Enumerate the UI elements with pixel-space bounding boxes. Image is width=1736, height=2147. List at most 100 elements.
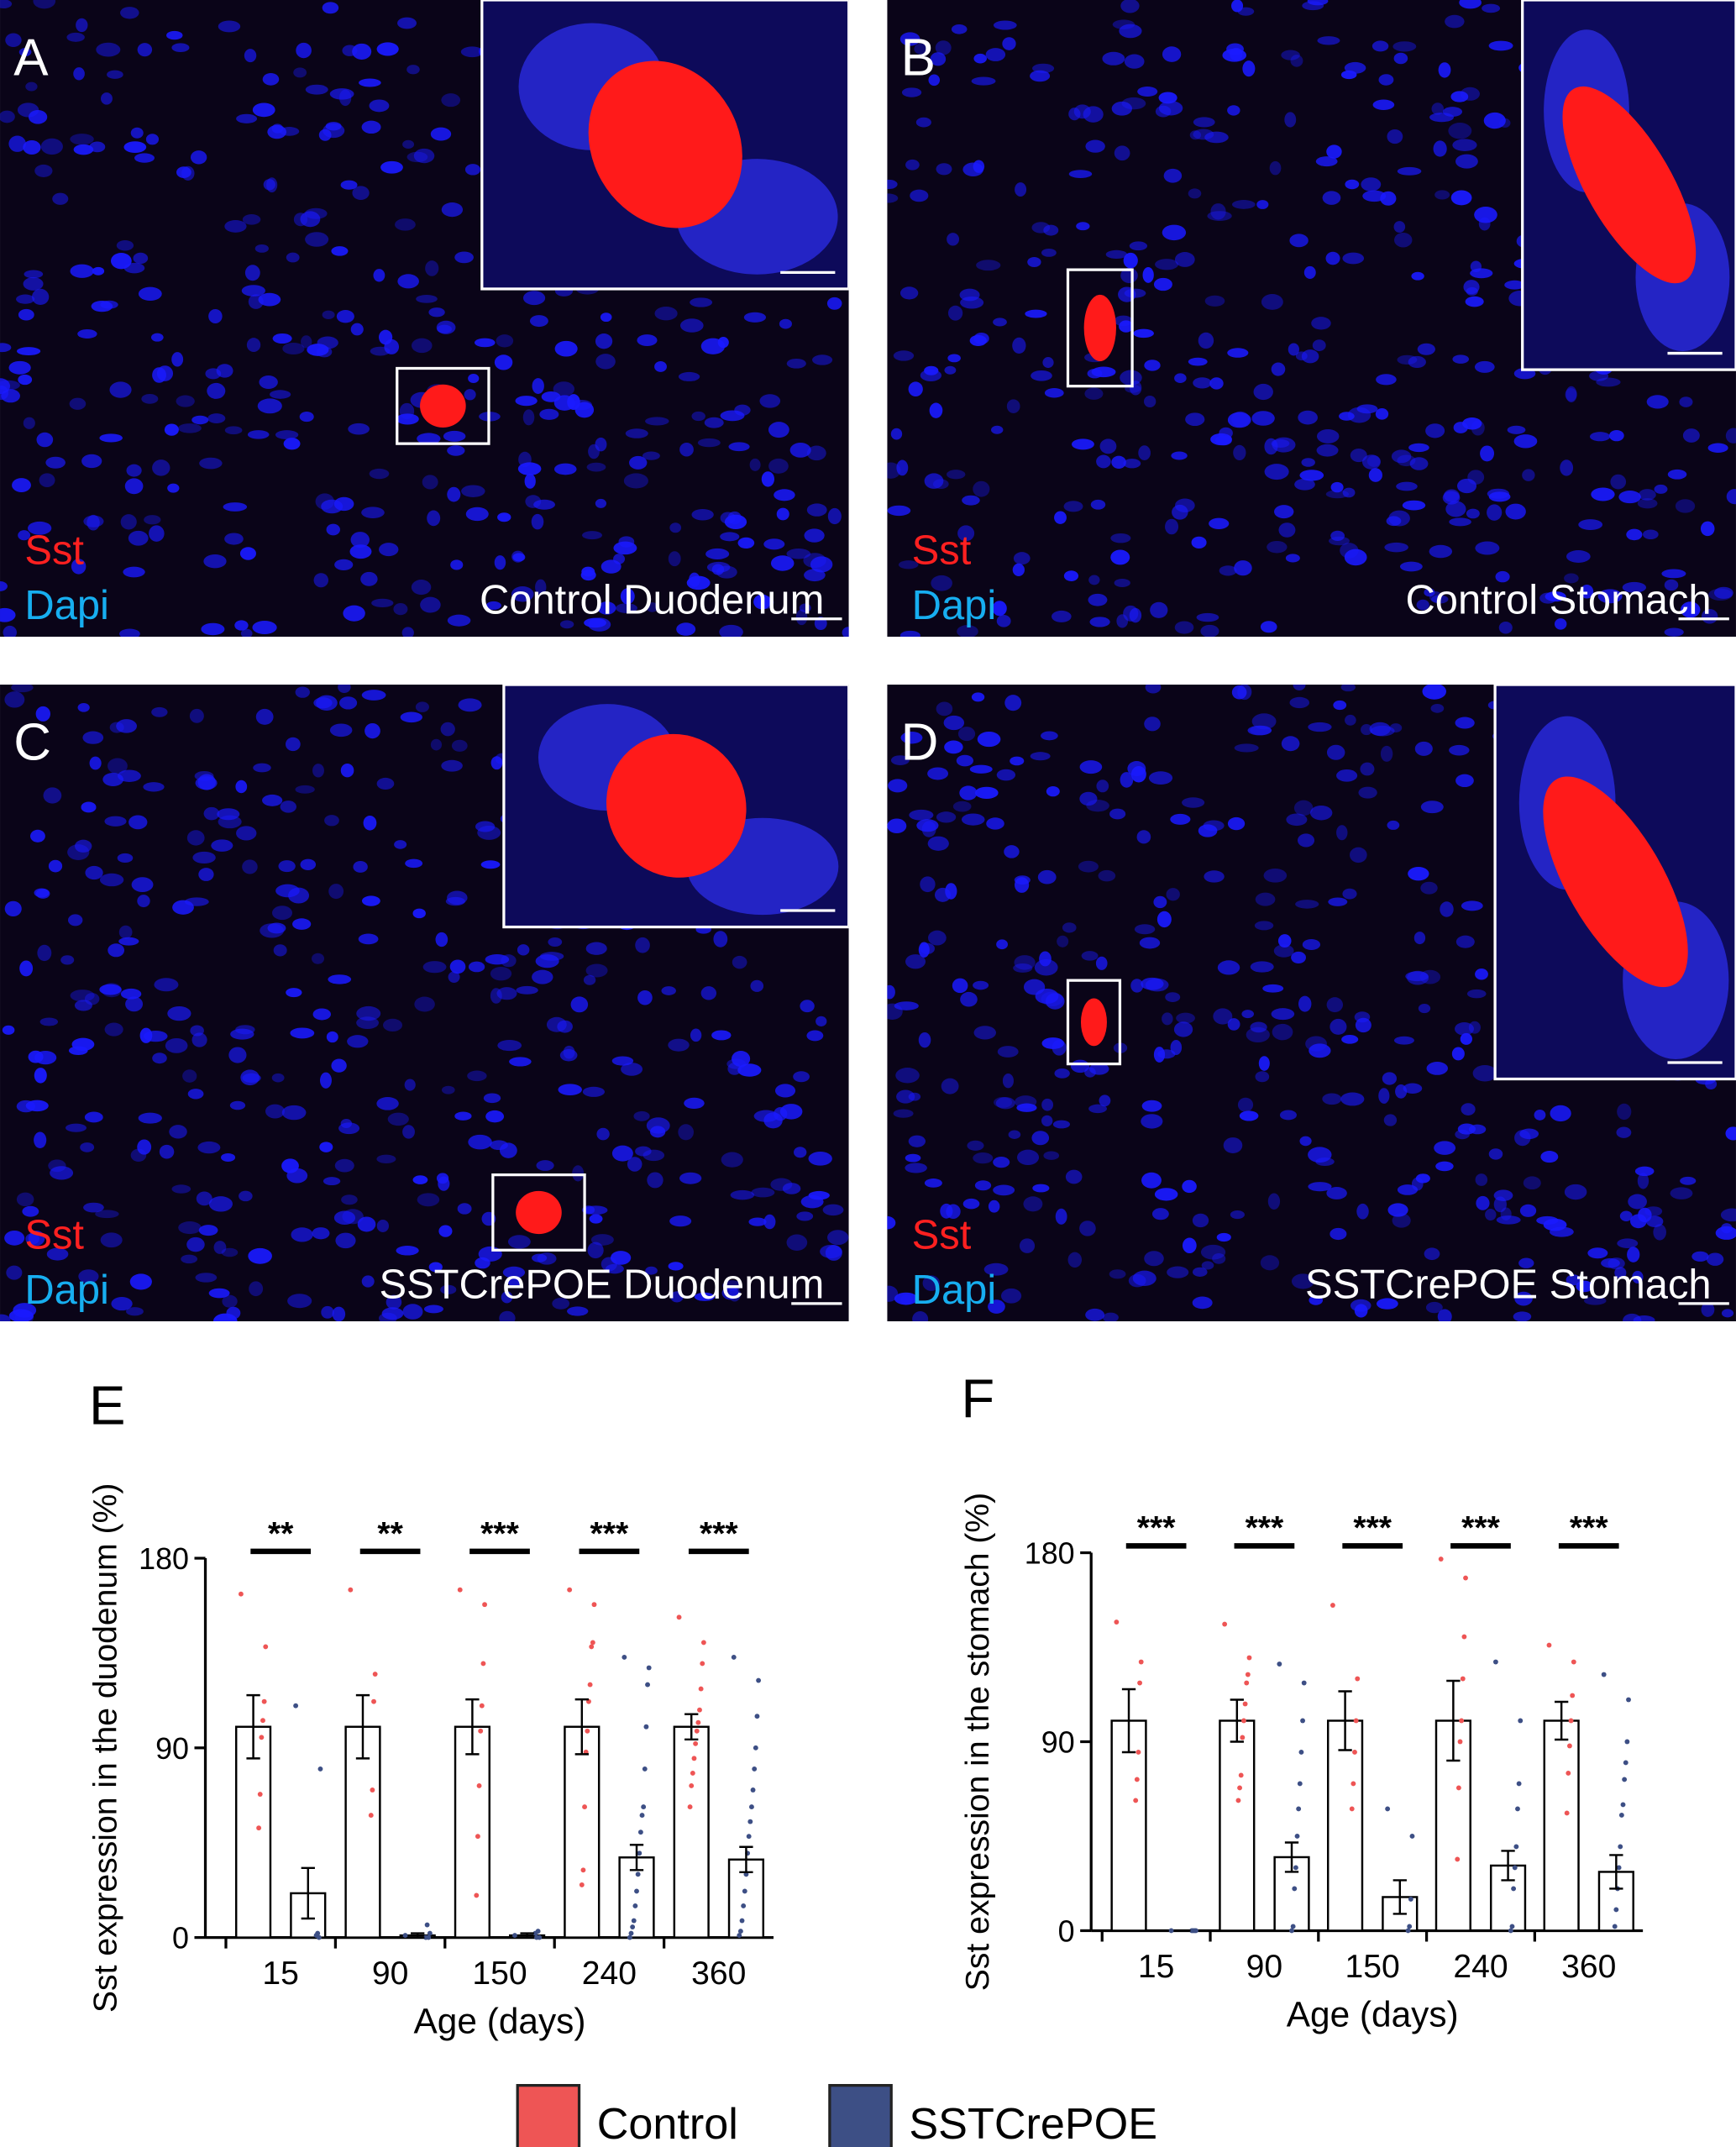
nucleus [360,571,378,586]
nucleus [454,1111,472,1121]
nucleus [928,74,941,87]
nucleus [8,360,31,375]
nucleus [1044,388,1064,398]
nucleus [332,1306,346,1322]
nucleus [1062,922,1077,933]
error-bar [1338,1690,1352,1751]
nucleus [887,818,907,834]
nucleus [334,559,354,570]
data-point [1407,1924,1413,1929]
data-point [1463,1575,1468,1581]
nucleus [236,113,258,123]
nucleus [1402,500,1426,511]
data-point [474,1892,480,1898]
nucleus [1587,1247,1608,1259]
nucleus [71,559,87,575]
nucleus [1209,377,1224,390]
data-point [590,1640,595,1646]
error-bar [629,1843,644,1871]
nucleus [996,939,1009,950]
nucleus [1475,541,1500,555]
nucleus [1015,1095,1037,1109]
data-point [1137,1680,1143,1686]
nucleus [286,1168,308,1184]
nucleus [1167,1266,1189,1278]
nucleus [76,18,88,33]
nucleus [1222,48,1247,62]
nucleus [554,340,578,357]
nucleus [611,1145,633,1162]
data-point [1355,1676,1361,1682]
nucleus [222,1294,238,1308]
nucleus [1043,1151,1060,1160]
nucleus [1653,1224,1666,1241]
nucleus [1065,1169,1083,1184]
nucleus [420,596,441,613]
micrograph: C Sst Dapi SSTCrePOE Duodenum [0,685,849,1322]
nucleus [184,897,209,906]
nucleus [262,73,280,86]
data-point [754,1714,760,1719]
data-point [1290,1924,1296,1929]
nucleus [1261,293,1283,310]
nucleus [143,782,165,792]
nucleus [271,906,293,921]
nucleus [1496,1215,1521,1225]
nucleus [1303,265,1316,279]
nucleus [480,860,501,869]
nucleus [290,1027,315,1039]
nucleus [1361,177,1382,192]
nucleus [1030,752,1051,761]
nucleus [1311,317,1331,330]
nucleus [704,417,724,428]
data-point [256,1825,262,1831]
nucleus [1025,309,1047,318]
chart: F Sst expression in the stomach (%) Age (d… [960,1367,1644,2034]
nucleus [936,163,952,176]
nucleus [588,444,600,459]
nucleus [447,890,468,906]
nucleus [501,1291,513,1304]
nucleus [1504,280,1525,290]
nucleus [126,464,142,477]
nucleus [458,698,482,712]
error-bar [465,1698,480,1756]
nucleus [808,1152,832,1166]
zoom-box [1066,268,1134,388]
nucleus [749,458,761,471]
nucleus [947,233,960,246]
nucleus [1308,1182,1332,1192]
nucleus [25,81,38,92]
nucleus [82,731,104,744]
nucleus [1192,1296,1213,1310]
nucleus [1713,586,1733,599]
nucleus [1431,102,1445,115]
nucleus [99,433,123,443]
nucleus [1109,1269,1126,1279]
nucleus [11,685,34,693]
nucleus [1273,944,1294,958]
nucleus [721,1286,739,1300]
nucleus [99,873,124,887]
nucleus [1317,36,1340,45]
chart: E Sst expression in the duodenum (%) Age (… [88,1374,774,2041]
nucleus [1302,939,1321,950]
nucleus [381,1307,404,1320]
nucleus [1057,935,1069,948]
nucleus [600,312,612,323]
nucleus [400,711,422,723]
nucleus [352,186,370,201]
nucleus [496,334,514,348]
nucleus [1076,222,1090,231]
nucleus [221,1152,236,1162]
nucleus [1322,1093,1342,1105]
nucleus [128,815,148,830]
nucleus [336,310,354,323]
nucleus [585,963,608,978]
micrograph-image [887,685,1736,1322]
y-axis-label: Sst expression in the duodenum (%) [88,1483,124,2013]
error-bar [1446,1679,1461,1762]
nucleus [1372,99,1395,110]
nucleus [249,1281,264,1297]
nucleus [763,1112,783,1129]
